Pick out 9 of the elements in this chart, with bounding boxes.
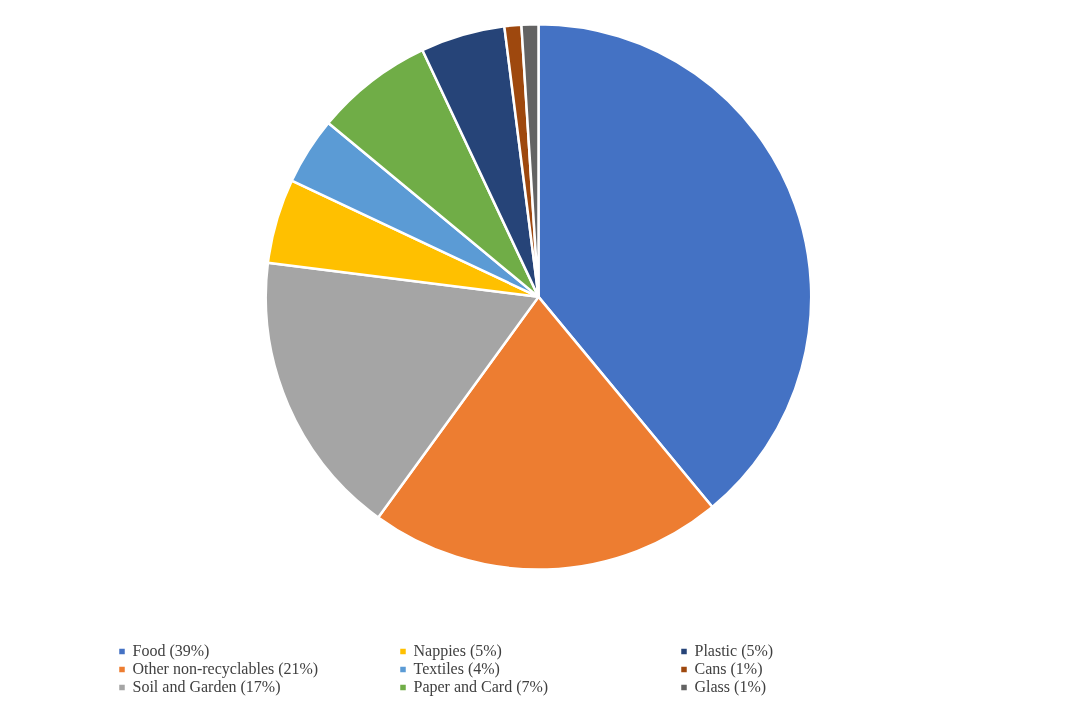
legend-label: Paper and Card (7%) <box>413 678 550 696</box>
legend-label: Glass (1%) <box>694 678 768 696</box>
legend-label: Cans (1%) <box>694 660 764 678</box>
legend-label: Soil and Garden (17%) <box>132 678 282 696</box>
legend-label: Other non-recyclables (21%) <box>132 660 320 678</box>
legend-label: Food (39%) <box>132 642 211 660</box>
legend-label: Plastic (5%) <box>694 642 775 660</box>
legend-label: Nappies (5%) <box>413 642 503 660</box>
legend-label: Textiles (4%) <box>413 660 501 678</box>
